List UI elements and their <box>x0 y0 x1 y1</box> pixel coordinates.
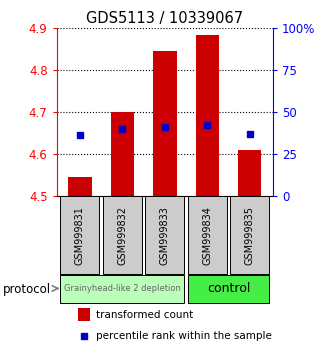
Text: GSM999833: GSM999833 <box>160 206 170 265</box>
Text: GSM999832: GSM999832 <box>118 206 128 265</box>
Text: percentile rank within the sample: percentile rank within the sample <box>96 331 271 341</box>
Text: GSM999834: GSM999834 <box>202 206 212 265</box>
Title: GDS5113 / 10339067: GDS5113 / 10339067 <box>86 11 243 26</box>
Bar <box>145 196 184 274</box>
Text: control: control <box>207 282 250 295</box>
Bar <box>60 275 184 303</box>
Bar <box>238 150 261 196</box>
Bar <box>230 196 269 274</box>
Bar <box>188 196 227 274</box>
Bar <box>68 177 92 196</box>
Text: GSM999835: GSM999835 <box>245 206 255 265</box>
Text: Grainyhead-like 2 depletion: Grainyhead-like 2 depletion <box>64 284 181 293</box>
Text: protocol: protocol <box>3 283 52 296</box>
Bar <box>111 112 134 196</box>
Bar <box>153 51 176 196</box>
Bar <box>103 196 142 274</box>
Text: GSM999831: GSM999831 <box>75 206 85 265</box>
Bar <box>188 275 269 303</box>
Bar <box>60 196 100 274</box>
Bar <box>78 308 90 321</box>
Text: transformed count: transformed count <box>96 309 193 320</box>
Bar <box>195 35 219 196</box>
